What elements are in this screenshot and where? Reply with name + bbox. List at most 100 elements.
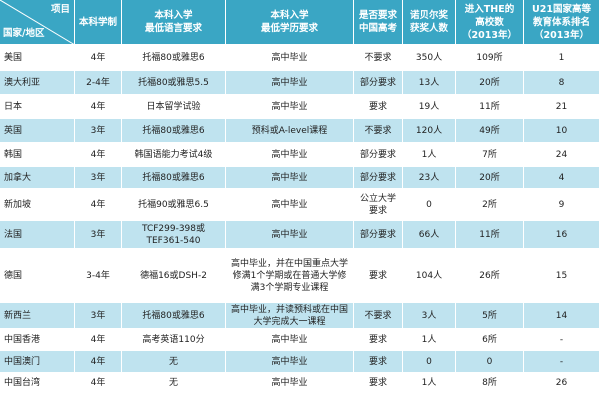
column-header: 是否要求 中国高考 bbox=[354, 0, 403, 45]
table-cell: 11所 bbox=[456, 95, 524, 119]
table-cell: 要求 bbox=[354, 351, 403, 373]
table-cell: 104人 bbox=[403, 249, 456, 303]
table-cell: 2所 bbox=[456, 189, 524, 221]
table-cell: 高中毕业，并读预科或在中国 大学完成大一课程 bbox=[226, 303, 354, 329]
table-cell: 部分要求 bbox=[354, 221, 403, 249]
table-cell: 托福80或雅思6 bbox=[122, 45, 226, 71]
table-cell: 高中毕业 bbox=[226, 95, 354, 119]
table-cell: 高中毕业 bbox=[226, 221, 354, 249]
table-cell: 21 bbox=[524, 95, 600, 119]
table-cell: 高中毕业 bbox=[226, 143, 354, 167]
table-cell: 49所 bbox=[456, 119, 524, 143]
row-header-country: 美国 bbox=[0, 45, 75, 71]
row-header-country: 中国台湾 bbox=[0, 373, 75, 393]
row-header-country: 新西兰 bbox=[0, 303, 75, 329]
table-cell: 4 bbox=[524, 167, 600, 189]
table-cell: 3年 bbox=[75, 221, 122, 249]
table-cell: 3年 bbox=[75, 119, 122, 143]
corner-label-item: 项目 bbox=[50, 4, 70, 15]
table-cell: 26 bbox=[524, 373, 600, 393]
table-cell: 要求 bbox=[354, 373, 403, 393]
corner-diagonal-line bbox=[0, 0, 74, 44]
row-header-country: 新加坡 bbox=[0, 189, 75, 221]
table-cell: 公立大学 要求 bbox=[354, 189, 403, 221]
table-cell: 高中毕业 bbox=[226, 373, 354, 393]
table-cell: 日本留学试验 bbox=[122, 95, 226, 119]
table-cell: 16 bbox=[524, 221, 600, 249]
table-cell: 8 bbox=[524, 71, 600, 95]
table-cell: 109所 bbox=[456, 45, 524, 71]
row-header-country: 韩国 bbox=[0, 143, 75, 167]
row-header-country: 德国 bbox=[0, 249, 75, 303]
table-cell: TCF299-398或 TEF361-540 bbox=[122, 221, 226, 249]
table-cell: 部分要求 bbox=[354, 167, 403, 189]
column-header: 进入THE的 高校数 （2013年） bbox=[456, 0, 524, 45]
table-cell: 3年 bbox=[75, 167, 122, 189]
table-cell: 不要求 bbox=[354, 119, 403, 143]
table-cell: 无 bbox=[122, 351, 226, 373]
table-cell: 1 bbox=[524, 45, 600, 71]
table-cell: 4年 bbox=[75, 351, 122, 373]
table-cell: 部分要求 bbox=[354, 143, 403, 167]
table-cell: 要求 bbox=[354, 329, 403, 351]
table-cell: 3-4年 bbox=[75, 249, 122, 303]
table-cell: 高中毕业 bbox=[226, 329, 354, 351]
table-cell: 14 bbox=[524, 303, 600, 329]
table-cell: 托福80或雅思5.5 bbox=[122, 71, 226, 95]
table-cell: 13人 bbox=[403, 71, 456, 95]
corner-label-country: 国家/地区 bbox=[3, 28, 45, 39]
table-cell: 高中毕业 bbox=[226, 351, 354, 373]
table-cell: 托福80或雅思6 bbox=[122, 303, 226, 329]
table-cell: 26所 bbox=[456, 249, 524, 303]
row-header-country: 日本 bbox=[0, 95, 75, 119]
table-cell: 无 bbox=[122, 373, 226, 393]
table-cell: 5所 bbox=[456, 303, 524, 329]
table-cell: 高中毕业 bbox=[226, 71, 354, 95]
table-cell: 20所 bbox=[456, 167, 524, 189]
column-header: U21国家高等 教育体系排名 （2013年） bbox=[524, 0, 600, 45]
table-cell: 4年 bbox=[75, 45, 122, 71]
row-header-country: 法国 bbox=[0, 221, 75, 249]
table-cell: 4年 bbox=[75, 189, 122, 221]
table-cell: 11所 bbox=[456, 221, 524, 249]
row-header-country: 澳大利亚 bbox=[0, 71, 75, 95]
table-cell: 20所 bbox=[456, 71, 524, 95]
column-header: 本科入学 最低语言要求 bbox=[122, 0, 226, 45]
table-cell: 10 bbox=[524, 119, 600, 143]
table-cell: 4年 bbox=[75, 95, 122, 119]
table-cell: - bbox=[524, 329, 600, 351]
table-cell: 托福90或雅思6.5 bbox=[122, 189, 226, 221]
table-cell: 4年 bbox=[75, 143, 122, 167]
corner-header: 项目国家/地区 bbox=[0, 0, 75, 45]
row-header-country: 中国香港 bbox=[0, 329, 75, 351]
table-cell: 不要求 bbox=[354, 303, 403, 329]
table-cell: 要求 bbox=[354, 95, 403, 119]
table-cell: 预科或A-level课程 bbox=[226, 119, 354, 143]
table-cell: - bbox=[524, 351, 600, 373]
table-cell: 7所 bbox=[456, 143, 524, 167]
table-cell: 高中毕业 bbox=[226, 167, 354, 189]
table-cell: 高中毕业 bbox=[226, 189, 354, 221]
row-header-country: 中国澳门 bbox=[0, 351, 75, 373]
column-header: 本科学制 bbox=[75, 0, 122, 45]
column-header: 本科入学 最低学历要求 bbox=[226, 0, 354, 45]
table-cell: 350人 bbox=[403, 45, 456, 71]
table-cell: 2-4年 bbox=[75, 71, 122, 95]
column-header: 诺贝尔奖 获奖人数 bbox=[403, 0, 456, 45]
table-cell: 19人 bbox=[403, 95, 456, 119]
table-cell: 4年 bbox=[75, 329, 122, 351]
table-cell: 德福16或DSH-2 bbox=[122, 249, 226, 303]
table-cell: 23人 bbox=[403, 167, 456, 189]
table-cell: 4年 bbox=[75, 373, 122, 393]
table-cell: 0 bbox=[403, 351, 456, 373]
table-cell: 0 bbox=[403, 189, 456, 221]
table-cell: 3年 bbox=[75, 303, 122, 329]
table-cell: 66人 bbox=[403, 221, 456, 249]
table-cell: 1人 bbox=[403, 143, 456, 167]
table-cell: 9 bbox=[524, 189, 600, 221]
table-cell: 24 bbox=[524, 143, 600, 167]
table-cell: 1人 bbox=[403, 329, 456, 351]
table-cell: 高中毕业 bbox=[226, 45, 354, 71]
table-cell: 0 bbox=[456, 351, 524, 373]
